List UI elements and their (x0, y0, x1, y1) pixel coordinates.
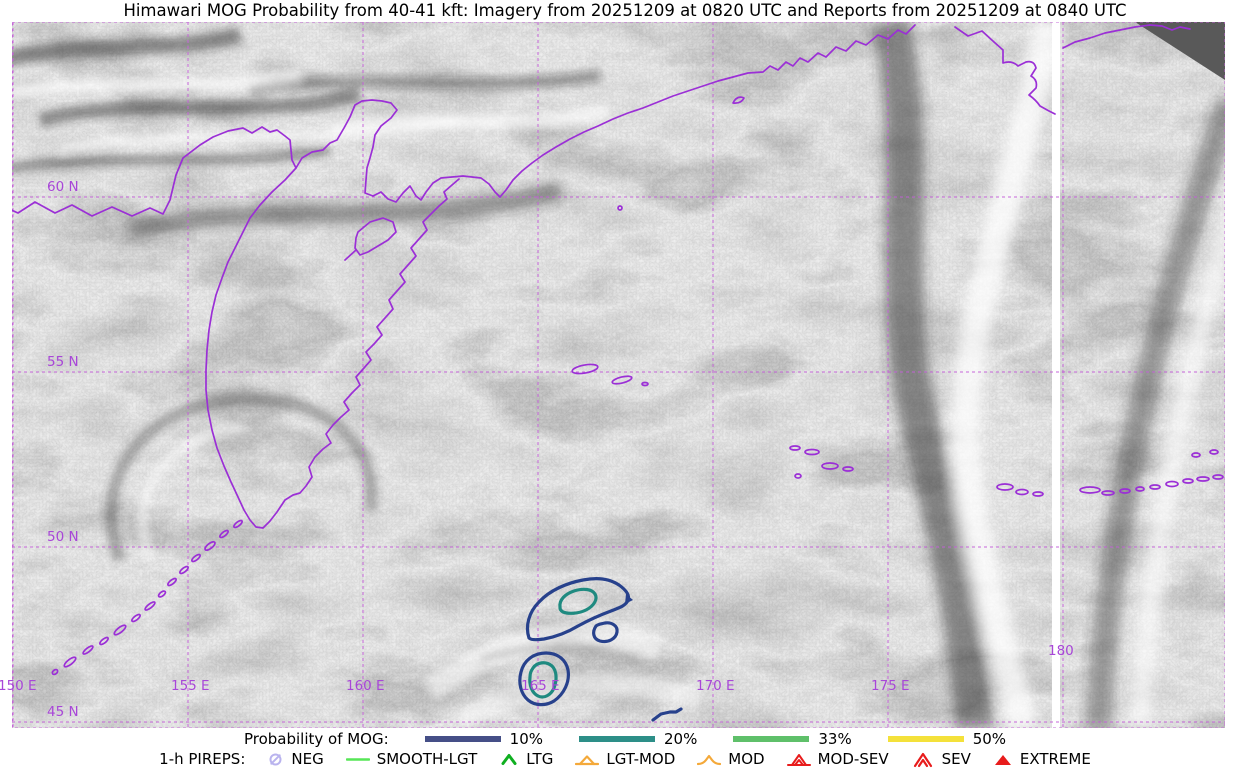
island-karaginsky (344, 217, 397, 261)
pirep-ltg-label: LTG (526, 750, 554, 768)
probability-item-33: 33% (731, 730, 852, 748)
pirep-item-smooth-lgt: SMOOTH-LGT (345, 750, 478, 768)
island-dot (617, 205, 623, 211)
probability-50-label: 50% (972, 730, 1007, 748)
mod-sev-nested-triangle-icon (786, 753, 811, 766)
lgt-mod-triangle-icon (575, 754, 600, 765)
probability-10-label: 10% (509, 730, 544, 748)
island-hook (732, 96, 745, 104)
satellite-map: 60 N 55 N 50 N 45 N 150 E 155 E 160 E 16… (0, 22, 1225, 728)
mod-caret-icon (697, 754, 722, 765)
lon-label-175e: 175 E (871, 678, 910, 694)
ltg-caret-icon (501, 753, 517, 765)
probability-item-20: 20% (577, 730, 697, 748)
lon-label-155e: 155 E (171, 678, 210, 694)
pirep-item-mod-sev: MOD-SEV (786, 750, 889, 768)
lon-label-165e: 165 E (521, 678, 560, 694)
commander-islands (571, 363, 649, 387)
coastline-alaska (1062, 24, 1191, 49)
probability-20-line-icon (579, 736, 656, 742)
lon-label-180: 180 (1048, 643, 1074, 659)
pirep-smooth-lgt-label: SMOOTH-LGT (376, 750, 478, 768)
lat-label-55n: 55 N (47, 354, 79, 370)
probability-33-label: 33% (818, 730, 852, 748)
no-data-corner (1135, 22, 1225, 80)
probability-legend-title: Probability of MOG: (243, 730, 389, 748)
mog-contour-10pct (518, 577, 683, 722)
coastline-bering (954, 26, 1056, 115)
graticule (12, 22, 1225, 728)
coastline-kamchatka (205, 167, 460, 529)
graticule-labels: 60 N 55 N 50 N 45 N 150 E 155 E 160 E 16… (0, 179, 1074, 720)
pirep-extreme-label: EXTREME (1019, 750, 1091, 768)
lat-label-60n: 60 N (47, 179, 79, 195)
pireps-legend-row: 1-h PIREPS: NEG SMOOTH-LGT LTG (159, 750, 1091, 768)
pirep-sev-label: SEV (941, 750, 971, 768)
pirep-item-mod: MOD (697, 750, 765, 768)
pirep-item-extreme: EXTREME (993, 750, 1091, 768)
satellite-imagery-grain (12, 22, 1225, 728)
pirep-item-sev: SEV (911, 750, 971, 768)
swath-seam (1052, 22, 1060, 728)
probability-item-10: 10% (423, 730, 543, 748)
pireps-legend-title: 1-h PIREPS: (159, 750, 246, 768)
pirep-lgt-mod-label: LGT-MOD (606, 750, 676, 768)
page-title: Himawari MOG Probability from 40-41 kft:… (123, 1, 1127, 20)
coastline-siberia (12, 24, 916, 217)
coastlines (12, 24, 1224, 676)
cloud-bands (127, 22, 1225, 728)
kuril-islands (51, 519, 243, 676)
pirep-mod-sev-label: MOD-SEV (817, 750, 889, 768)
lon-label-160e: 160 E (346, 678, 385, 694)
mog-contour-20pct (528, 587, 598, 699)
lon-label-150e: 150 E (0, 678, 37, 694)
sev-double-caret-icon (913, 752, 932, 767)
extreme-filled-triangle-icon (994, 754, 1011, 765)
lon-label-170e: 170 E (696, 678, 735, 694)
cloud-streaks (12, 27, 704, 728)
probability-33-line-icon (733, 736, 810, 742)
lat-label-45n: 45 N (47, 704, 79, 720)
pirep-item-ltg: LTG (499, 750, 553, 768)
pirep-neg-label: NEG (291, 750, 324, 768)
probability-10-line-icon (424, 736, 501, 742)
probability-20-label: 20% (664, 730, 698, 748)
probability-item-50: 50% (886, 730, 1006, 748)
pirep-item-neg: NEG (267, 750, 324, 768)
smooth-lgt-line-icon (345, 757, 370, 761)
neg-null-circle-icon (269, 753, 282, 765)
probability-50-line-icon (887, 736, 964, 742)
lat-label-50n: 50 N (47, 529, 79, 545)
aleutian-islands (789, 445, 1224, 497)
pirep-mod-label: MOD (728, 750, 765, 768)
probability-legend-row: Probability of MOG: 10% 20% 33% 50% (244, 730, 1006, 748)
pirep-item-lgt-mod: LGT-MOD (575, 750, 675, 768)
legend: Probability of MOG: 10% 20% 33% 50% (0, 730, 1250, 768)
